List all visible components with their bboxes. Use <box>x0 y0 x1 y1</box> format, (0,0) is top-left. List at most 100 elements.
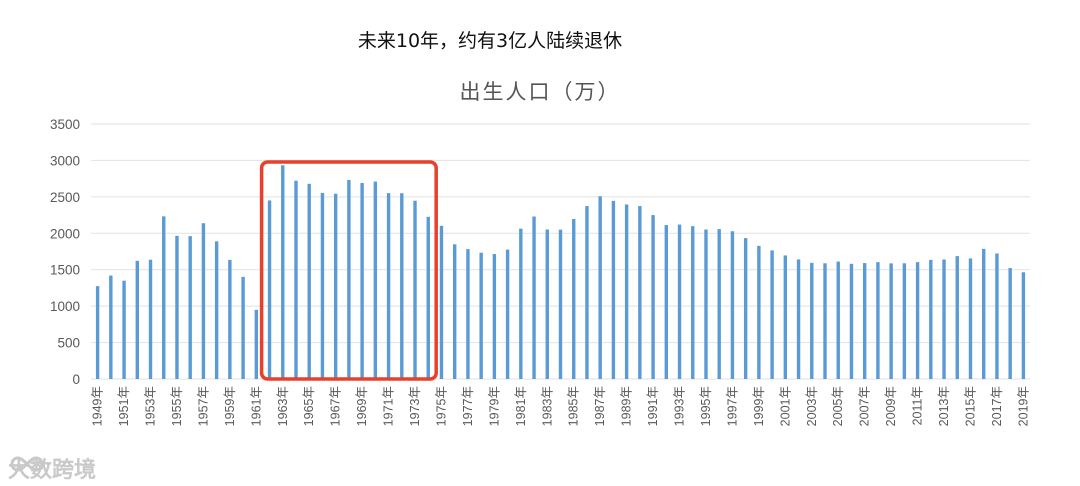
bar-1981年 <box>519 228 523 379</box>
bar-1983年 <box>545 229 549 379</box>
x-tick-label: 1979年 <box>487 386 501 426</box>
x-tick-label: 1959年 <box>223 386 237 426</box>
x-tick-label: 1995年 <box>699 386 713 426</box>
y-tick-label: 1000 <box>50 299 80 314</box>
x-tick-label: 2001年 <box>778 386 792 426</box>
bar-1956年 <box>188 236 192 379</box>
bar-2014年 <box>955 256 959 379</box>
bar-2012年 <box>929 259 933 379</box>
x-tick-label: 2015年 <box>963 386 977 426</box>
watermark: 大数跨境 <box>8 452 96 484</box>
x-tick-label: 2005年 <box>831 386 845 426</box>
bar-1987年 <box>598 196 602 379</box>
x-tick-label: 1981年 <box>514 386 528 426</box>
bar-2007年 <box>862 263 867 379</box>
bar-1990年 <box>638 206 642 379</box>
x-tick-label: 1955年 <box>170 386 184 426</box>
bar-1996年 <box>717 229 721 379</box>
bar-1993年 <box>677 224 682 379</box>
x-axis-ticks: 1949年 1951年 1953年 1955年 1957年 1959年 1961年 1963年… <box>91 386 1031 426</box>
y-tick-label: 2000 <box>50 226 80 241</box>
bar-1986年 <box>585 206 589 379</box>
x-tick-label: 1965年 <box>302 386 316 426</box>
bar-1984年 <box>558 229 563 379</box>
bar-1958年 <box>214 241 219 379</box>
x-tick-label: 1983年 <box>540 386 554 426</box>
bar-1976年 <box>452 244 457 379</box>
bar-1974年 <box>426 216 430 379</box>
bar-1973年 <box>413 200 417 379</box>
bar-1950年 <box>109 275 113 379</box>
bar-1954年 <box>162 216 166 379</box>
x-tick-label: 2011年 <box>911 386 925 425</box>
bar-1959年 <box>228 259 232 379</box>
x-tick-label: 1951年 <box>117 386 131 426</box>
bar-1989年 <box>624 204 629 379</box>
x-tick-label: 2007年 <box>858 386 872 426</box>
bar-1952年 <box>135 260 139 379</box>
bar-2019年 <box>1021 272 1026 379</box>
x-tick-label: 1989年 <box>620 386 634 426</box>
bar-2009年 <box>889 263 893 379</box>
bar-series <box>95 165 1026 379</box>
bar-1967年 <box>333 193 338 379</box>
bar-1949年 <box>95 286 100 379</box>
bar-1957年 <box>201 223 206 379</box>
bar-1971年 <box>386 193 391 379</box>
bar-1998年 <box>743 238 748 379</box>
x-tick-label: 1963年 <box>276 386 290 426</box>
x-tick-label: 2017年 <box>990 386 1004 426</box>
y-tick-label: 2500 <box>50 190 80 205</box>
bar-1979年 <box>492 254 497 379</box>
bar-2017年 <box>995 253 999 379</box>
bar-2005年 <box>836 261 840 379</box>
bar-1997年 <box>730 231 735 379</box>
bar-2008年 <box>876 262 880 379</box>
x-tick-label: 1985年 <box>567 386 581 426</box>
bar-2001年 <box>783 255 788 379</box>
bar-1977年 <box>466 249 470 379</box>
bar-2013年 <box>942 259 946 379</box>
bar-1999年 <box>757 245 761 379</box>
bar-1969年 <box>360 183 364 379</box>
x-tick-label: 1971年 <box>382 386 396 426</box>
x-tick-label: 1949年 <box>91 386 105 426</box>
y-tick-label: 500 <box>57 336 80 351</box>
y-tick-label: 3000 <box>50 153 80 168</box>
x-tick-label: 2009年 <box>884 386 898 426</box>
x-tick-label: 1953年 <box>144 386 158 426</box>
x-tick-label: 2013年 <box>937 386 951 426</box>
y-tick-label: 1500 <box>50 263 80 278</box>
bar-1980年 <box>505 249 510 379</box>
y-axis-ticks: 0 500 1000 1500 2000 2500 3000 3500 <box>50 117 80 387</box>
bar-1982年 <box>532 216 536 379</box>
chart-title: 出生人口（万） <box>459 80 621 104</box>
bar-1968年 <box>347 180 351 379</box>
bar-1965年 <box>307 183 311 379</box>
bar-2002年 <box>796 259 801 379</box>
highlight-box <box>259 160 438 381</box>
bar-1995年 <box>704 229 708 379</box>
bar-2015年 <box>968 258 973 379</box>
headline: 未来10年，约有3亿人陆续退休 <box>357 30 623 52</box>
x-tick-label: 1975年 <box>434 386 448 426</box>
y-tick-label: 0 <box>72 372 80 387</box>
bar-1961年 <box>254 309 259 379</box>
x-tick-label: 1957年 <box>196 386 210 426</box>
bar-1972年 <box>400 193 404 379</box>
bar-2016年 <box>982 248 986 379</box>
bar-2018年 <box>1008 268 1012 379</box>
bar-2003年 <box>810 262 814 379</box>
x-tick-label: 1967年 <box>329 386 343 426</box>
x-tick-label: 1997年 <box>725 386 739 426</box>
x-tick-label: 1969年 <box>355 386 369 426</box>
infinity-logo-icon <box>10 456 44 472</box>
bar-2011年 <box>915 262 920 379</box>
bar-1966年 <box>320 192 325 379</box>
bar-1970年 <box>373 181 378 379</box>
x-tick-label: 1987年 <box>593 386 607 426</box>
bar-1963年 <box>281 165 285 379</box>
bar-1951年 <box>122 280 126 379</box>
bar-1955年 <box>175 235 179 379</box>
